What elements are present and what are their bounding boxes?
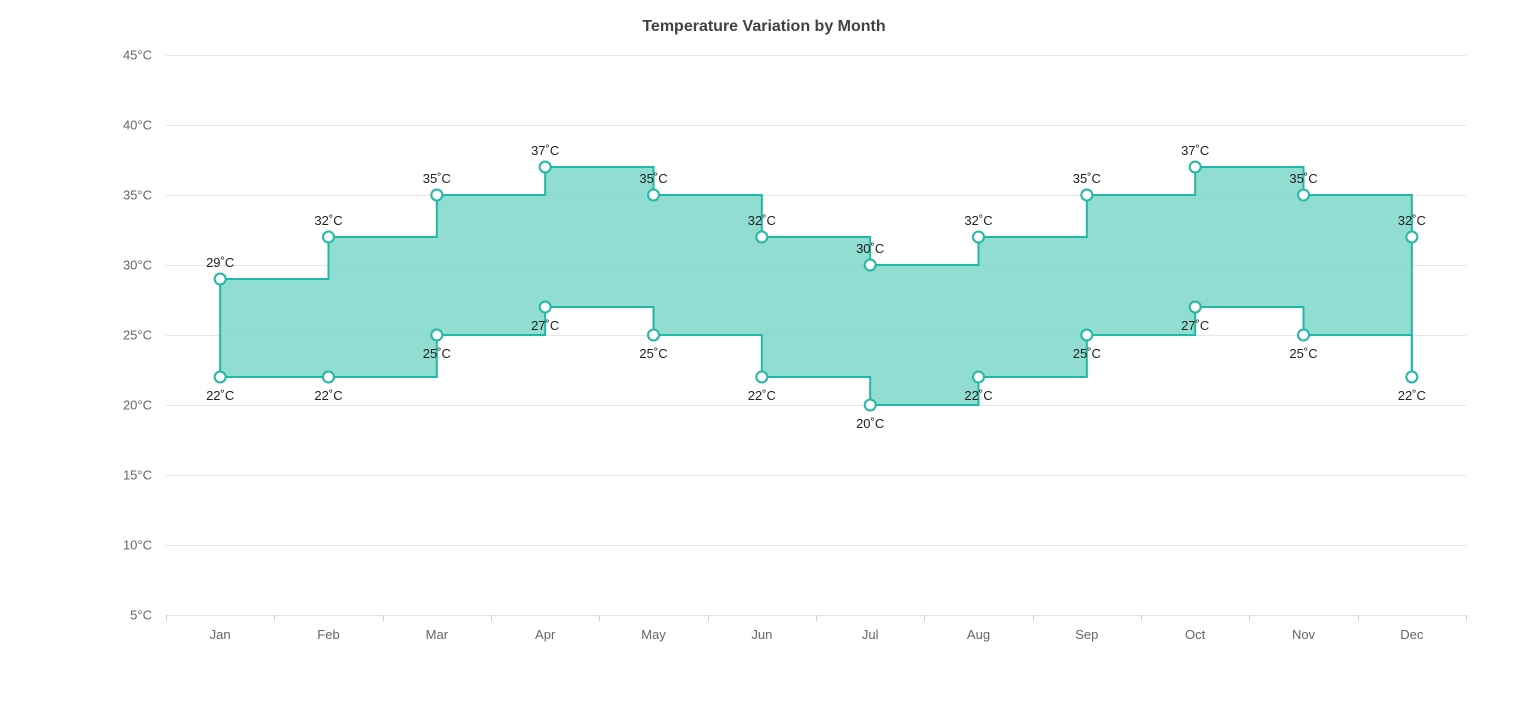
data-label: 22˚C bbox=[206, 388, 234, 403]
low-point[interactable] bbox=[1190, 302, 1201, 313]
data-label: 20˚C bbox=[856, 416, 884, 431]
high-point[interactable] bbox=[1081, 190, 1092, 201]
data-label: 27˚C bbox=[531, 318, 559, 333]
high-point[interactable] bbox=[1298, 190, 1309, 201]
y-axis-label: 20°C bbox=[92, 398, 152, 413]
data-label: 25˚C bbox=[423, 346, 451, 361]
x-tick-mark bbox=[166, 615, 167, 621]
y-axis-label: 40°C bbox=[92, 118, 152, 133]
data-label: 32˚C bbox=[1398, 213, 1426, 228]
low-point[interactable] bbox=[1406, 372, 1417, 383]
data-label: 32˚C bbox=[314, 213, 342, 228]
low-point[interactable] bbox=[1298, 330, 1309, 341]
high-point[interactable] bbox=[1406, 232, 1417, 243]
y-axis-label: 45°C bbox=[92, 48, 152, 63]
x-tick-mark bbox=[274, 615, 275, 621]
x-axis-label: Jun bbox=[751, 627, 772, 642]
x-axis-label: Jul bbox=[862, 627, 879, 642]
low-point[interactable] bbox=[865, 400, 876, 411]
x-axis-label: Dec bbox=[1400, 627, 1423, 642]
x-axis-label: Aug bbox=[967, 627, 990, 642]
x-axis-label: Jan bbox=[210, 627, 231, 642]
y-axis-label: 5°C bbox=[92, 608, 152, 623]
x-axis-label: Nov bbox=[1292, 627, 1315, 642]
x-tick-mark bbox=[708, 615, 709, 621]
y-axis-label: 35°C bbox=[92, 188, 152, 203]
data-label: 22˚C bbox=[748, 388, 776, 403]
data-label: 30˚C bbox=[856, 241, 884, 256]
x-tick-mark bbox=[383, 615, 384, 621]
high-point[interactable] bbox=[648, 190, 659, 201]
low-point[interactable] bbox=[215, 372, 226, 383]
x-axis-label: Oct bbox=[1185, 627, 1205, 642]
high-point[interactable] bbox=[431, 190, 442, 201]
x-tick-mark bbox=[816, 615, 817, 621]
low-point[interactable] bbox=[756, 372, 767, 383]
x-tick-mark bbox=[1249, 615, 1250, 621]
series-svg bbox=[166, 55, 1466, 615]
high-point[interactable] bbox=[865, 260, 876, 271]
x-tick-mark bbox=[599, 615, 600, 621]
x-axis-label: Mar bbox=[426, 627, 448, 642]
y-axis-label: 25°C bbox=[92, 328, 152, 343]
data-label: 37˚C bbox=[1181, 143, 1209, 158]
x-tick-mark bbox=[1358, 615, 1359, 621]
data-label: 22˚C bbox=[1398, 388, 1426, 403]
data-label: 35˚C bbox=[423, 171, 451, 186]
data-label: 25˚C bbox=[1289, 346, 1317, 361]
low-point[interactable] bbox=[431, 330, 442, 341]
y-axis-label: 30°C bbox=[92, 258, 152, 273]
data-label: 35˚C bbox=[639, 171, 667, 186]
range-fill bbox=[220, 167, 1412, 405]
high-point[interactable] bbox=[1190, 162, 1201, 173]
data-label: 32˚C bbox=[964, 213, 992, 228]
low-point[interactable] bbox=[648, 330, 659, 341]
x-tick-mark bbox=[924, 615, 925, 621]
data-label: 25˚C bbox=[639, 346, 667, 361]
y-axis-label: 10°C bbox=[92, 538, 152, 553]
x-axis-label: Apr bbox=[535, 627, 555, 642]
data-label: 37˚C bbox=[531, 143, 559, 158]
data-label: 22˚C bbox=[314, 388, 342, 403]
x-tick-mark bbox=[491, 615, 492, 621]
temperature-range-chart: Temperature Variation by Month 5°C10°C15… bbox=[0, 0, 1528, 715]
high-point[interactable] bbox=[215, 274, 226, 285]
data-label: 29˚C bbox=[206, 255, 234, 270]
high-point[interactable] bbox=[973, 232, 984, 243]
x-axis-label: Feb bbox=[317, 627, 339, 642]
data-label: 25˚C bbox=[1073, 346, 1101, 361]
data-label: 35˚C bbox=[1289, 171, 1317, 186]
data-label: 27˚C bbox=[1181, 318, 1209, 333]
y-axis-label: 15°C bbox=[92, 468, 152, 483]
x-tick-mark bbox=[1141, 615, 1142, 621]
low-point[interactable] bbox=[323, 372, 334, 383]
x-axis-label: May bbox=[641, 627, 666, 642]
chart-title: Temperature Variation by Month bbox=[0, 18, 1528, 36]
data-label: 32˚C bbox=[748, 213, 776, 228]
high-point[interactable] bbox=[540, 162, 551, 173]
data-label: 22˚C bbox=[964, 388, 992, 403]
data-label: 35˚C bbox=[1073, 171, 1101, 186]
x-tick-mark bbox=[1466, 615, 1467, 621]
low-point[interactable] bbox=[540, 302, 551, 313]
low-point[interactable] bbox=[973, 372, 984, 383]
x-tick-mark bbox=[1033, 615, 1034, 621]
high-point[interactable] bbox=[756, 232, 767, 243]
high-point[interactable] bbox=[323, 232, 334, 243]
x-axis-label: Sep bbox=[1075, 627, 1098, 642]
low-point[interactable] bbox=[1081, 330, 1092, 341]
plot-area: 5°C10°C15°C20°C25°C30°C35°C40°C45°CJanFe… bbox=[165, 55, 1466, 615]
